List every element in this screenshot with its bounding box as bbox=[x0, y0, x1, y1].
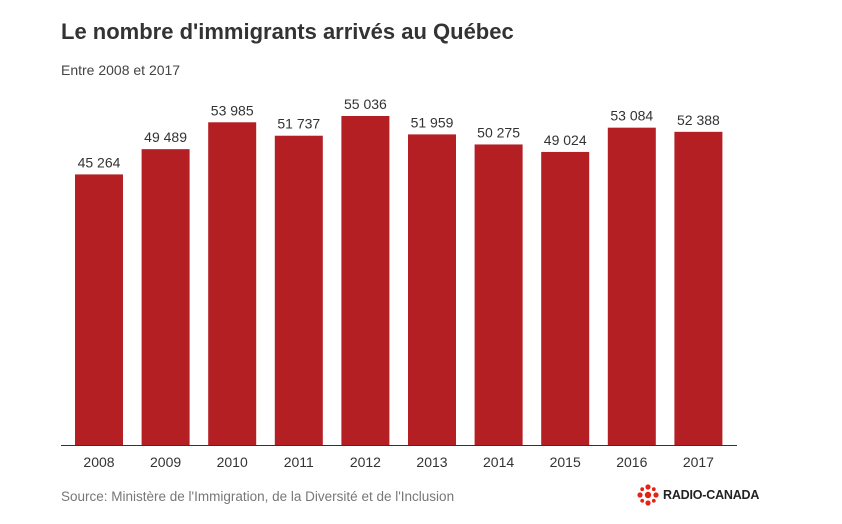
x-tick-label-2015: 2015 bbox=[550, 454, 581, 470]
bar-2012 bbox=[341, 116, 390, 445]
x-tick-label-2012: 2012 bbox=[350, 454, 381, 470]
x-tick-label-2010: 2010 bbox=[217, 454, 248, 470]
data-label-2009: 49 489 bbox=[144, 129, 187, 145]
data-label-2017: 52 388 bbox=[677, 112, 720, 128]
bar-2016 bbox=[607, 127, 656, 445]
radio-canada-logo: RADIO-CANADA bbox=[636, 484, 759, 506]
data-label-2012: 55 036 bbox=[344, 96, 387, 112]
data-label-2011: 51 737 bbox=[277, 116, 320, 132]
data-label-2015: 49 024 bbox=[544, 132, 587, 148]
bar-chart: 45 264 2008 49 489 2009 53 985 2010 51 737 2011… bbox=[61, 96, 737, 470]
x-tick-label-2017: 2017 bbox=[683, 454, 714, 470]
data-label-2010: 53 985 bbox=[211, 102, 254, 118]
gem-icon bbox=[637, 484, 659, 506]
bar-2008 bbox=[75, 174, 123, 446]
logo-wordmark: RADIO-CANADA bbox=[663, 488, 760, 502]
x-tick-label-2008: 2008 bbox=[83, 454, 114, 470]
x-tick-label-2011: 2011 bbox=[284, 454, 314, 470]
bar-2011 bbox=[274, 135, 323, 445]
bar-2014 bbox=[474, 144, 523, 445]
data-label-2013: 51 959 bbox=[411, 114, 454, 130]
x-tick-label-2016: 2016 bbox=[616, 454, 647, 470]
data-label-2014: 50 275 bbox=[477, 124, 520, 140]
x-tick-label-2014: 2014 bbox=[483, 454, 514, 470]
source-note: Source: Ministère de l'Immigration, de l… bbox=[61, 489, 455, 504]
bar-2013 bbox=[408, 134, 456, 445]
data-label-2016: 53 084 bbox=[610, 108, 653, 124]
bar-2017 bbox=[674, 131, 723, 445]
bar-2010 bbox=[208, 122, 257, 445]
chart-subtitle: Entre 2008 et 2017 bbox=[61, 62, 181, 78]
x-tick-label-2013: 2013 bbox=[416, 454, 447, 470]
chart-title: Le nombre d'immigrants arrivés au Québec bbox=[61, 19, 514, 44]
x-tick-label-2009: 2009 bbox=[150, 454, 181, 470]
bar-2015 bbox=[541, 151, 590, 446]
bar-2009 bbox=[141, 149, 190, 446]
data-label-2008: 45 264 bbox=[78, 154, 121, 170]
